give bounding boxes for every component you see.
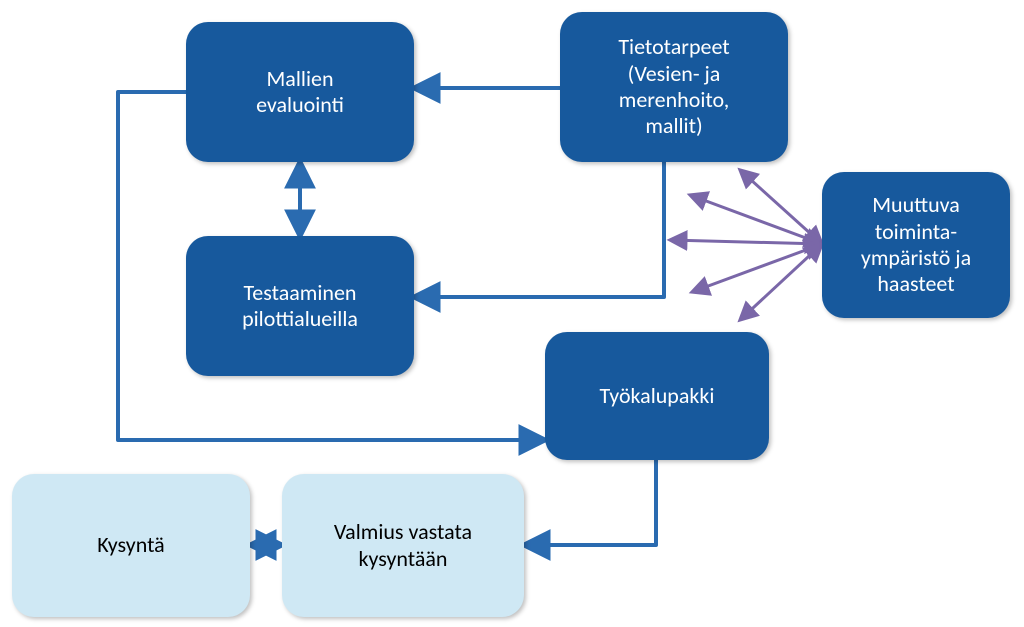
node-tietotarpeet: Tietotarpeet(Vesien- jamerenhoito,mallit… <box>560 12 788 162</box>
node-label: Valmius vastatakysyntään <box>334 519 472 572</box>
edge <box>692 244 822 292</box>
node-label: Kysyntä <box>97 532 164 558</box>
edge <box>690 195 822 244</box>
node-muuttuva: Muuttuvatoiminta-ympäristö jahaasteet <box>822 172 1010 318</box>
edge <box>670 240 822 244</box>
node-label: Muuttuvatoiminta-ympäristö jahaasteet <box>861 192 971 298</box>
node-mallien: Mallienevaluointi <box>186 22 414 162</box>
node-label: Mallienevaluointi <box>256 66 344 119</box>
node-kysynta: Kysyntä <box>12 474 250 617</box>
node-label: Tietotarpeet(Vesien- jamerenhoito,mallit… <box>618 34 729 140</box>
edge <box>524 460 656 545</box>
node-label: Työkalupakki <box>600 383 715 409</box>
node-tyokalu: Työkalupakki <box>545 332 769 460</box>
node-label: Testaaminenpilottialueilla <box>242 280 358 333</box>
node-valmius: Valmius vastatakysyntään <box>282 474 524 617</box>
node-testaaminen: Testaaminenpilottialueilla <box>186 236 414 376</box>
edge <box>740 244 822 320</box>
edge <box>414 162 664 297</box>
edge <box>740 170 822 244</box>
